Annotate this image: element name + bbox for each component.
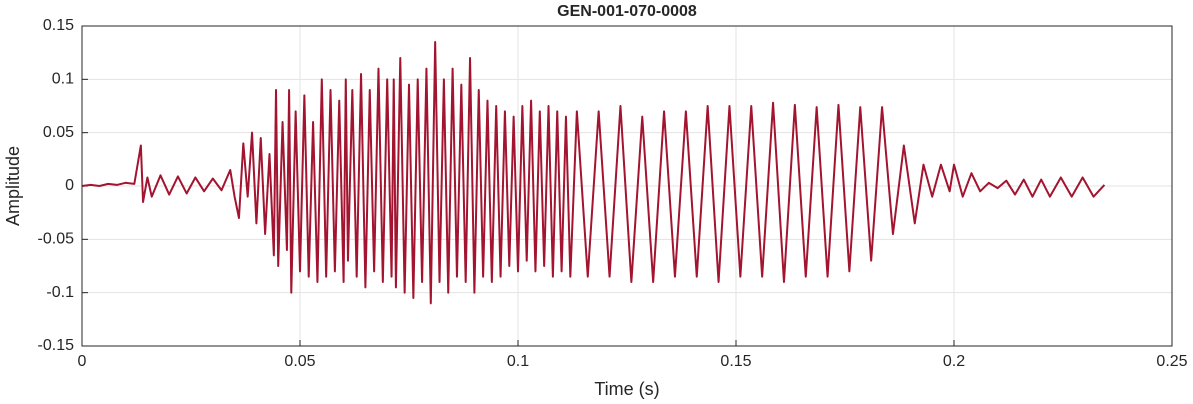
axes-box [81, 25, 1173, 347]
y-tick-label: 0.15 [43, 17, 74, 34]
x-tick-label: 0.15 [720, 353, 751, 370]
y-tick-label: -0.05 [38, 231, 75, 248]
x-tick-label: 0.25 [1156, 353, 1187, 370]
y-tick-label: -0.15 [38, 337, 75, 354]
x-tick-label: 0 [78, 353, 87, 370]
y-tick-label: 0.1 [52, 71, 74, 88]
y-tick-label: 0 [65, 177, 74, 194]
x-tick-label: 0.05 [284, 353, 315, 370]
x-tick-label: 0.1 [507, 353, 529, 370]
x-tick-label: 0.2 [943, 353, 965, 370]
y-axis-label: Amplitude [3, 146, 23, 226]
x-axis-label: Time (s) [594, 379, 659, 399]
waveform-line [81, 41, 1106, 305]
y-tick-label: 0.05 [43, 124, 74, 141]
chart-title: GEN-001-070-0008 [557, 3, 697, 20]
y-tick-label: -0.1 [46, 284, 74, 301]
